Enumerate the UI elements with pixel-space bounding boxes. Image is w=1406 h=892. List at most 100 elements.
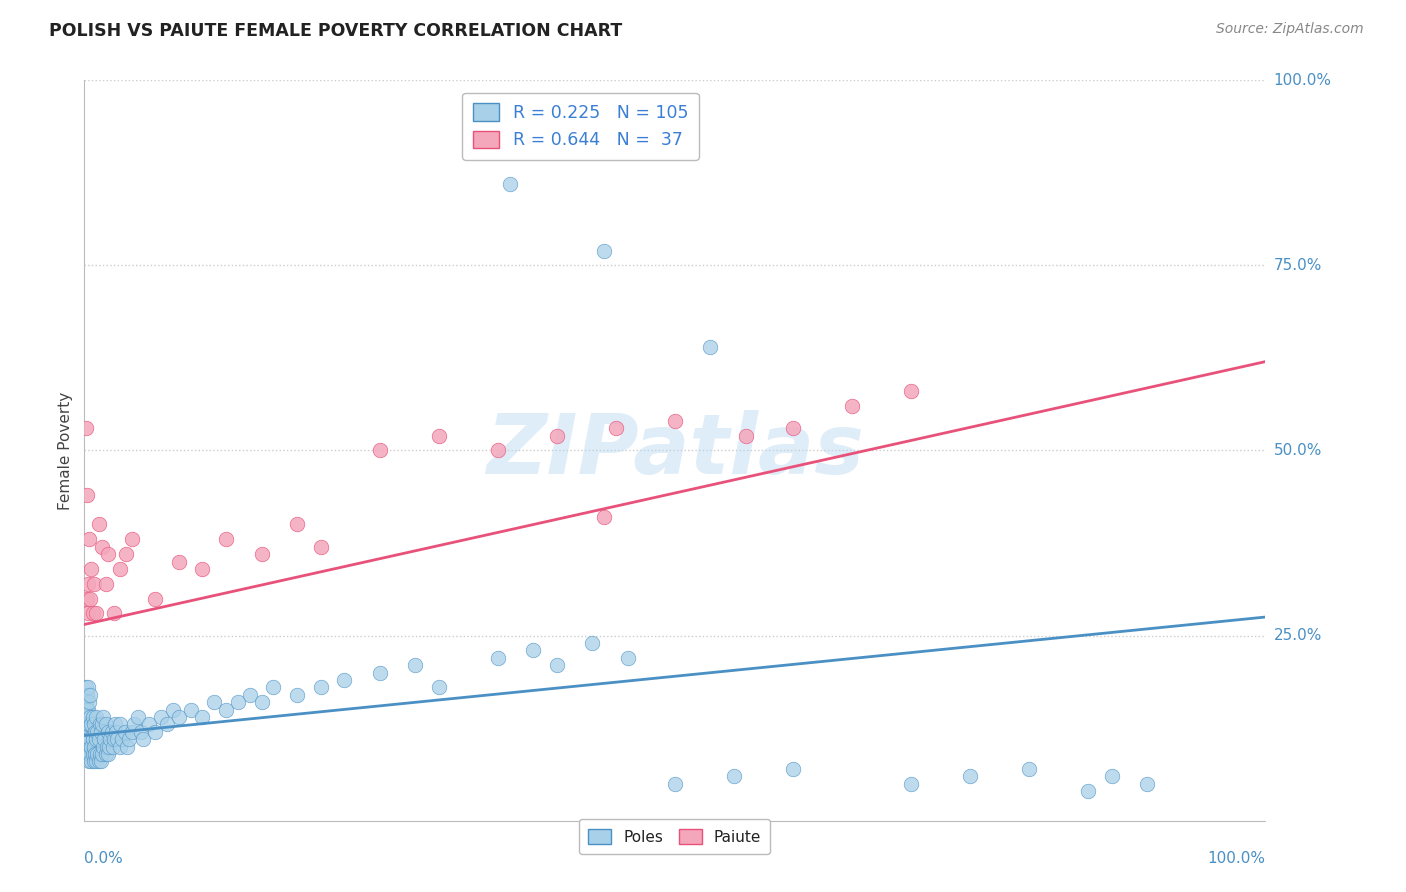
Text: 100.0%: 100.0% xyxy=(1274,73,1331,87)
Point xyxy=(581,636,603,650)
Point xyxy=(782,762,804,776)
Point xyxy=(1018,762,1040,776)
Point xyxy=(498,177,520,191)
Point xyxy=(91,747,114,761)
Point xyxy=(84,732,107,747)
Point xyxy=(84,710,107,724)
Point xyxy=(605,421,627,435)
Point xyxy=(83,717,105,731)
Point xyxy=(94,747,117,761)
Point xyxy=(250,547,273,561)
Point xyxy=(841,399,863,413)
Text: 50.0%: 50.0% xyxy=(1274,443,1322,458)
Point xyxy=(782,421,804,435)
Point xyxy=(96,739,118,754)
Point xyxy=(180,703,202,717)
Point xyxy=(76,488,98,502)
Point xyxy=(108,717,131,731)
Point xyxy=(98,739,121,754)
Point xyxy=(84,755,107,769)
Point xyxy=(83,755,105,769)
Point xyxy=(900,384,922,399)
Point xyxy=(75,695,97,709)
Point xyxy=(143,591,166,606)
Point xyxy=(129,724,152,739)
Point xyxy=(100,724,122,739)
Point xyxy=(80,717,103,731)
Text: 25.0%: 25.0% xyxy=(1274,628,1322,643)
Point xyxy=(87,732,110,747)
Point xyxy=(664,776,686,791)
Point xyxy=(79,710,101,724)
Point xyxy=(150,710,173,724)
Point xyxy=(143,724,166,739)
Point xyxy=(75,710,97,724)
Point xyxy=(404,658,426,673)
Point xyxy=(108,739,131,754)
Point xyxy=(900,776,922,791)
Point xyxy=(132,732,155,747)
Point xyxy=(91,739,114,754)
Point xyxy=(734,428,756,442)
Point xyxy=(111,732,134,747)
Point xyxy=(89,747,111,761)
Point xyxy=(699,340,721,354)
Point xyxy=(191,710,214,724)
Point xyxy=(107,732,129,747)
Point xyxy=(77,717,100,731)
Point xyxy=(593,510,616,524)
Point xyxy=(309,540,332,554)
Point xyxy=(80,562,103,576)
Point xyxy=(239,688,262,702)
Point xyxy=(121,533,143,547)
Point xyxy=(202,695,225,709)
Point xyxy=(114,547,136,561)
Text: 75.0%: 75.0% xyxy=(1274,258,1322,273)
Point xyxy=(427,428,450,442)
Point xyxy=(76,703,98,717)
Point xyxy=(104,717,127,731)
Y-axis label: Female Poverty: Female Poverty xyxy=(58,392,73,509)
Point xyxy=(82,710,104,724)
Point xyxy=(191,562,214,576)
Point xyxy=(77,755,100,769)
Point xyxy=(83,739,105,754)
Point xyxy=(76,688,98,702)
Point xyxy=(77,747,100,761)
Point xyxy=(285,517,308,532)
Point xyxy=(77,681,100,695)
Point xyxy=(75,681,97,695)
Point xyxy=(486,650,509,665)
Point xyxy=(122,717,145,731)
Point xyxy=(115,739,138,754)
Point xyxy=(103,732,125,747)
Point xyxy=(101,739,124,754)
Point xyxy=(89,717,111,731)
Point xyxy=(83,576,105,591)
Point xyxy=(86,747,108,761)
Point xyxy=(1136,776,1159,791)
Point xyxy=(76,739,98,754)
Point xyxy=(94,717,117,731)
Point xyxy=(108,562,131,576)
Point xyxy=(77,533,100,547)
Point xyxy=(664,414,686,428)
Point xyxy=(522,643,544,657)
Point xyxy=(84,747,107,761)
Point xyxy=(77,732,100,747)
Point xyxy=(114,724,136,739)
Point xyxy=(156,717,179,731)
Point xyxy=(82,732,104,747)
Point xyxy=(86,724,108,739)
Point xyxy=(82,747,104,761)
Point xyxy=(250,695,273,709)
Text: ZIPatlas: ZIPatlas xyxy=(486,410,863,491)
Point xyxy=(616,650,638,665)
Point xyxy=(90,755,112,769)
Point xyxy=(127,710,149,724)
Point xyxy=(87,755,110,769)
Point xyxy=(98,732,121,747)
Point xyxy=(77,695,100,709)
Point xyxy=(77,717,100,731)
Point xyxy=(79,688,101,702)
